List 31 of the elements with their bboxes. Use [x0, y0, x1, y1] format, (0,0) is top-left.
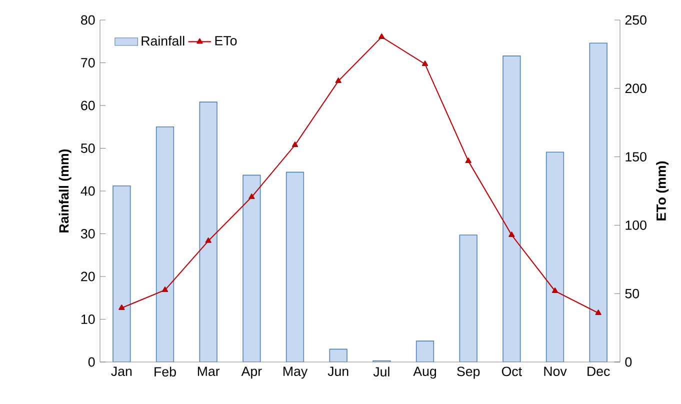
y-tick-label: 40 [80, 186, 95, 196]
x-tick-label: Jun [328, 366, 348, 376]
y-tick-label: 0 [88, 357, 95, 367]
x-tick-label: Apr [241, 366, 262, 379]
y-tick-label: 30 [80, 229, 95, 238]
legend-label: Rainfall [142, 36, 184, 46]
y2-tick-label: 0 [625, 357, 632, 367]
y-tick-label: 20 [81, 272, 95, 282]
y-axis-title: Rainfall (mm) [58, 149, 72, 232]
y-tick-label: 50 [81, 144, 95, 153]
x-tick-label: Nov [544, 366, 567, 376]
y-tick-label: 70 [81, 58, 95, 68]
x-tick-label: May [284, 366, 308, 379]
y-tick-label: 10 [81, 314, 95, 324]
y-tick-label: 60 [81, 100, 95, 110]
x-tick-label: Aug [413, 366, 436, 379]
x-tick-label: Feb [154, 366, 176, 376]
y2-tick-label: 150 [626, 152, 646, 162]
y2-tick-label: 250 [625, 15, 646, 25]
y2-tick-label: 200 [625, 84, 646, 94]
x-tick-label: Jul [373, 366, 390, 376]
x-tick-label: Sep [457, 366, 480, 379]
y2-axis-title: ETo (mm) [656, 161, 669, 220]
x-tick-label: Mar [198, 366, 220, 376]
x-tick-label: Oct [502, 366, 522, 376]
x-tick-label: Jan [111, 366, 132, 376]
x-tick-label: Dec [588, 366, 610, 376]
y2-tick-label: 50 [625, 288, 640, 298]
y2-tick-label: 100 [626, 220, 646, 230]
legend-label: ETo [215, 36, 237, 46]
y-tick-label: 80 [81, 15, 95, 25]
